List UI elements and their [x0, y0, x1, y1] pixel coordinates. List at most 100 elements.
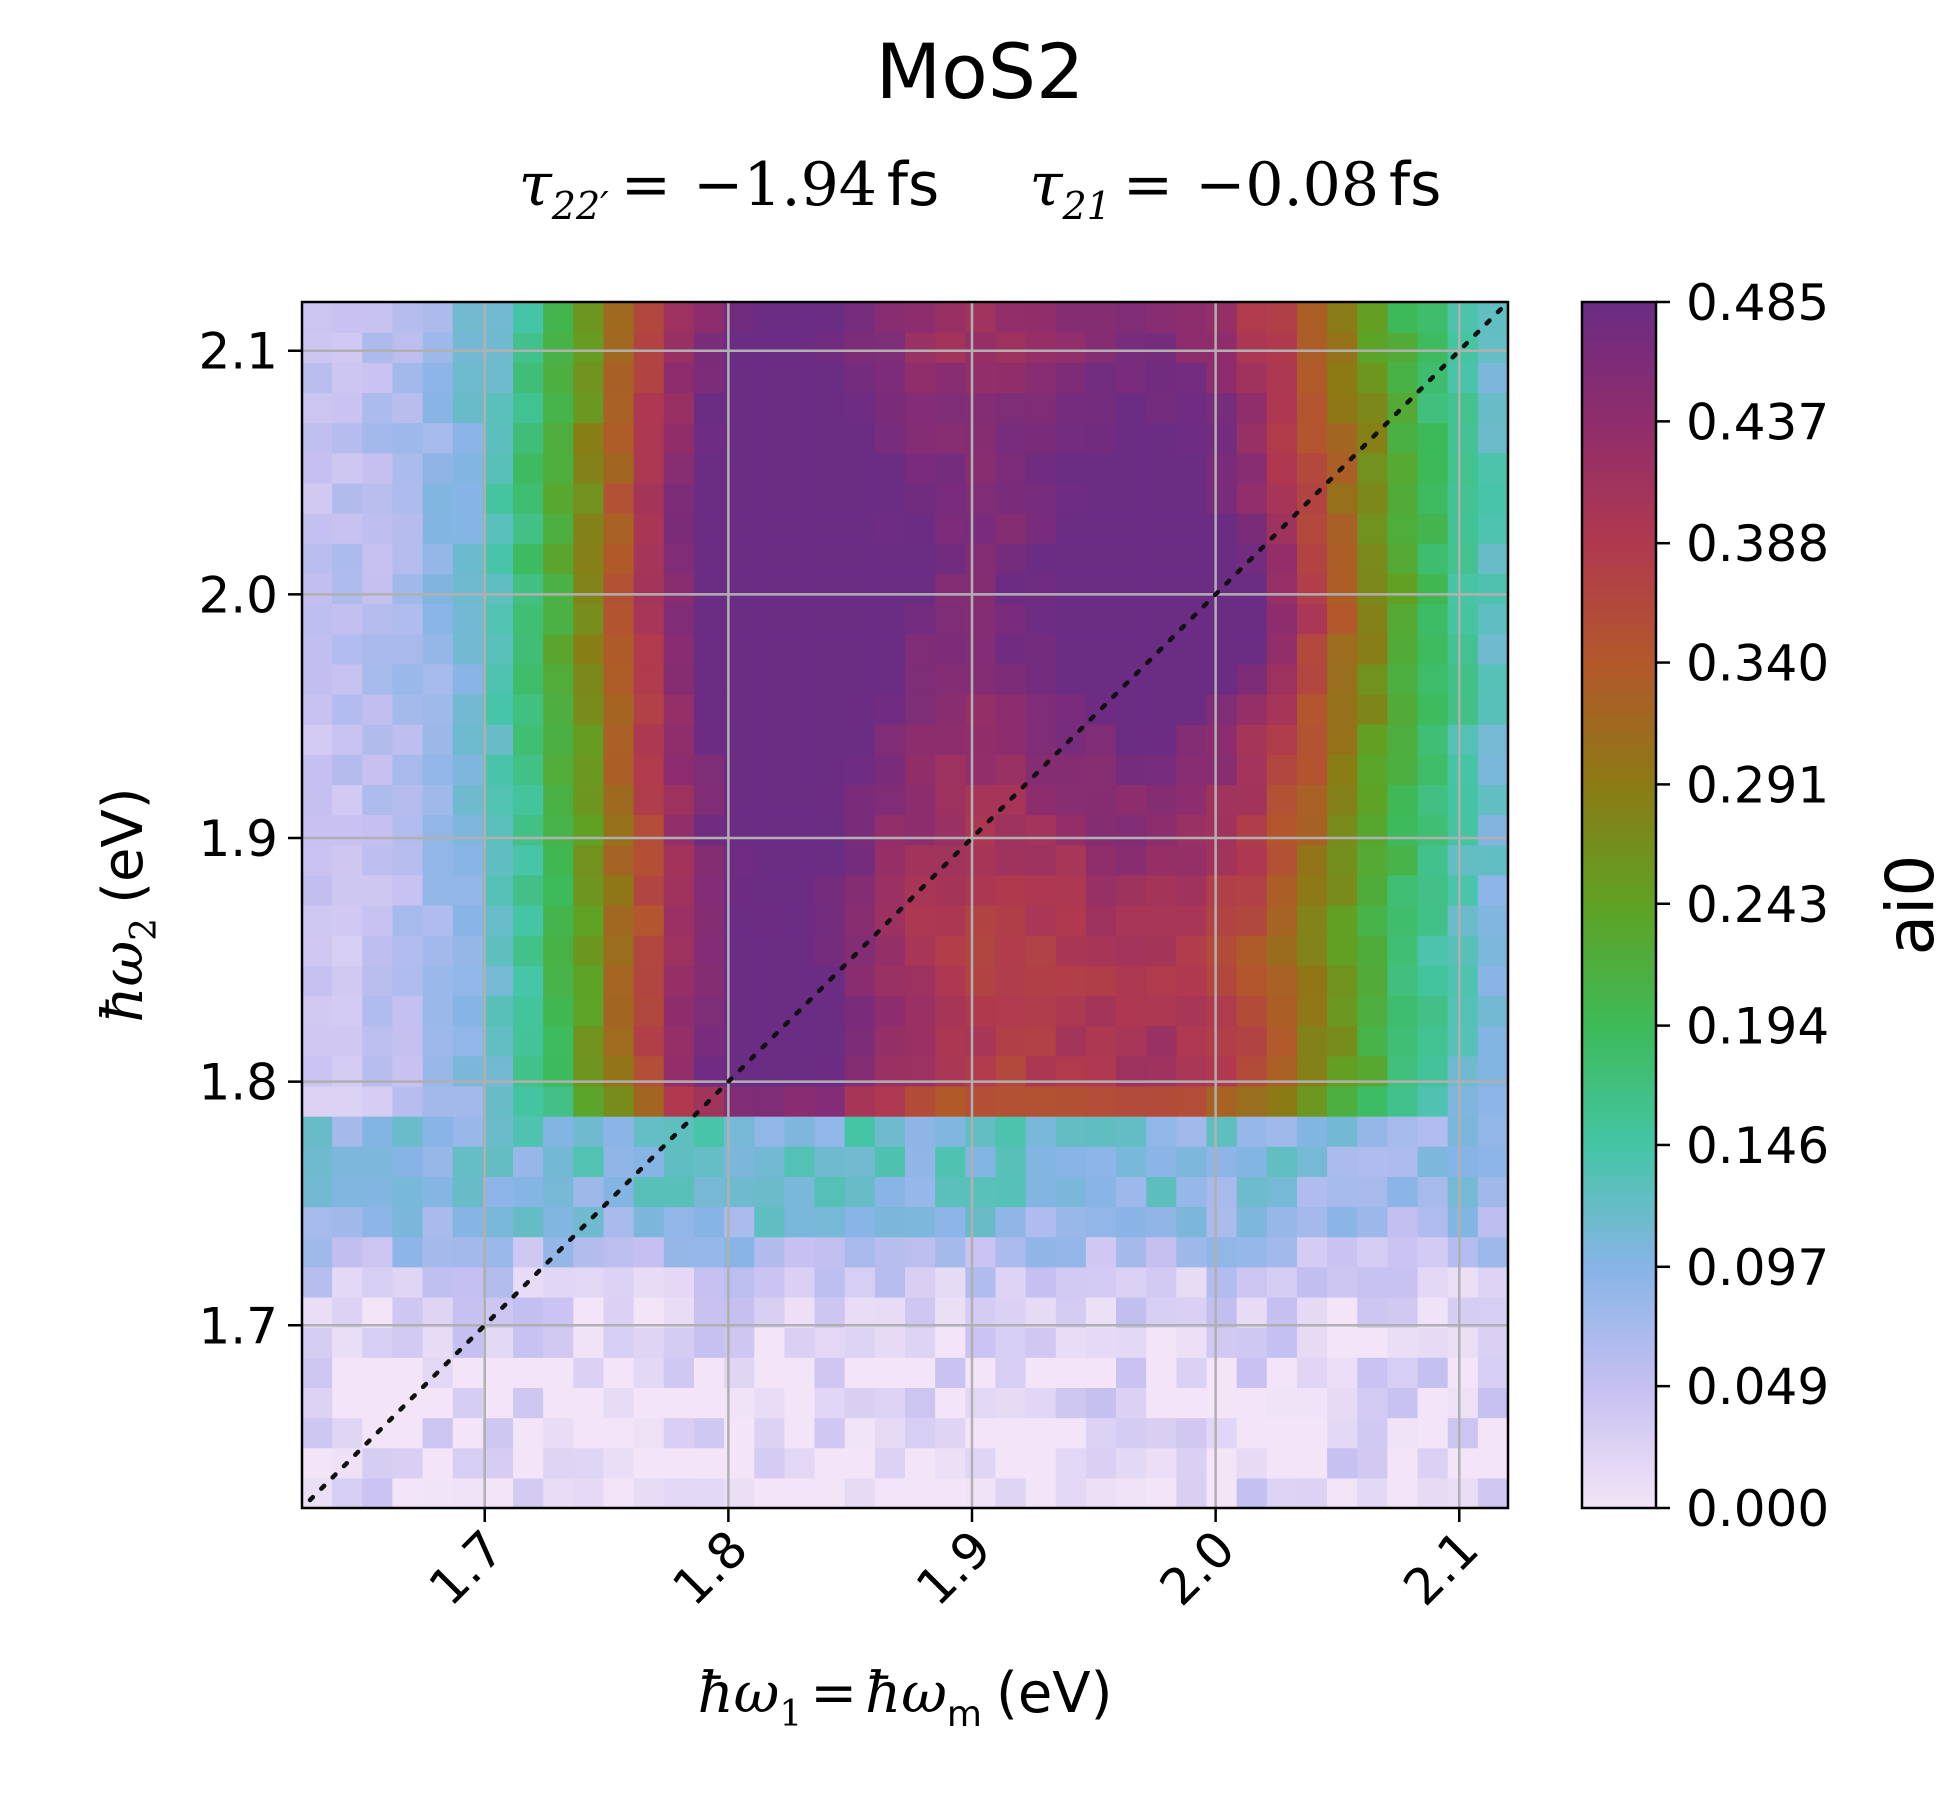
heatmap-cell: [422, 1266, 454, 1298]
heatmap-cell: [965, 603, 997, 635]
heatmap-cell: [1236, 1146, 1268, 1177]
heatmap-cell: [422, 1085, 454, 1117]
heatmap-cell: [1417, 1176, 1449, 1208]
heatmap-cell: [392, 1176, 424, 1208]
heatmap-cell: [874, 663, 906, 695]
heatmap-cell: [754, 1447, 785, 1479]
heatmap-cell: [935, 1327, 966, 1358]
heatmap-cell: [693, 1357, 725, 1388]
heatmap-cell: [1327, 603, 1358, 635]
heatmap-cell: [543, 1266, 574, 1298]
heatmap-cell: [814, 1327, 846, 1358]
heatmap-cell: [362, 513, 394, 544]
heatmap-cell: [1417, 1025, 1449, 1057]
heatmap-cell: [1055, 1176, 1087, 1208]
heatmap-cell: [1387, 1477, 1419, 1508]
heatmap-cell: [1146, 1327, 1177, 1358]
heatmap-cell: [392, 1477, 424, 1508]
heatmap-cell: [1296, 1206, 1328, 1238]
heatmap-cell: [633, 543, 665, 574]
heatmap-cell: [1327, 693, 1358, 725]
heatmap-cell: [1327, 1116, 1358, 1147]
heatmap-cell: [965, 452, 997, 484]
heatmap-cell: [995, 1146, 1027, 1177]
heatmap-cell: [965, 1146, 997, 1177]
heatmap-cell: [332, 1025, 363, 1057]
heatmap-cell: [844, 1206, 876, 1238]
colorbar-label: ai0: [1872, 855, 1949, 956]
heatmap-cell: [905, 905, 936, 936]
heatmap-cell: [1025, 1477, 1057, 1508]
heatmap-cell: [754, 965, 785, 997]
heatmap-cell: [1266, 1206, 1298, 1238]
heatmap-cell: [392, 844, 424, 876]
heatmap-cell: [663, 452, 695, 484]
heatmap-cell: [1357, 784, 1388, 816]
heatmap-cell: [513, 935, 544, 966]
heatmap-cell: [1176, 1116, 1208, 1147]
heatmap-cell: [784, 814, 816, 846]
heatmap-cell: [935, 573, 966, 605]
heatmap-cell: [874, 693, 906, 725]
heatmap-cell: [935, 1357, 966, 1388]
y-tick-label: 2.0: [198, 566, 278, 624]
colorbar-tick-label: 0.049: [1686, 1358, 1829, 1416]
heatmap-cell: [513, 422, 544, 454]
heatmap-cell: [693, 603, 725, 635]
heatmap-cell: [1357, 814, 1388, 846]
heatmap-cell: [693, 814, 725, 846]
heatmap-cell: [995, 603, 1027, 635]
heatmap-cell: [1387, 1296, 1419, 1328]
heatmap-cell: [784, 452, 816, 484]
heatmap-cell: [332, 1116, 363, 1147]
heatmap-cell: [754, 1477, 785, 1508]
heatmap-cell: [693, 362, 725, 394]
heatmap-cell: [1176, 452, 1208, 484]
heatmap-cell: [1116, 452, 1147, 484]
heatmap-cell: [1447, 1146, 1479, 1177]
heatmap-cell: [754, 543, 785, 574]
heatmap-cell: [1296, 392, 1328, 424]
heatmap-cell: [1387, 392, 1419, 424]
heatmap-cell: [513, 995, 544, 1027]
heatmap-cell: [874, 784, 906, 816]
heatmap-cell: [844, 844, 876, 876]
heatmap-cell: [1357, 332, 1388, 363]
heatmap-cell: [1176, 332, 1208, 363]
heatmap-cell: [332, 1327, 363, 1358]
heatmap-cell: [754, 693, 785, 725]
heatmap-cell: [1447, 1387, 1479, 1419]
heatmap-cell: [633, 513, 665, 544]
heatmap-cell: [603, 302, 635, 333]
heatmap-cell: [965, 754, 997, 785]
heatmap-cell: [482, 302, 514, 333]
heatmap-cell: [1146, 302, 1177, 333]
heatmap-cell: [965, 1327, 997, 1358]
heatmap-cell: [332, 452, 363, 484]
heatmap-cell: [1146, 754, 1177, 785]
tau1-subscript: 22′: [551, 184, 609, 228]
heatmap-cell: [633, 1417, 665, 1449]
heatmap-cell: [905, 452, 936, 484]
heatmap-cell: [663, 603, 695, 635]
tau2-subscript: 21: [1062, 184, 1111, 228]
heatmap-cell: [1236, 905, 1268, 936]
heatmap-cell: [302, 663, 333, 695]
heatmap-cell: [422, 302, 454, 333]
heatmap-cell: [1387, 935, 1419, 966]
heatmap-cell: [1266, 784, 1298, 816]
heatmap-cell: [482, 603, 514, 635]
heatmap-cell: [633, 362, 665, 394]
heatmap-cell: [482, 573, 514, 605]
heatmap-cell: [663, 814, 695, 846]
heatmap-cell: [1357, 513, 1388, 544]
x-tick-label: 2.0: [1149, 1519, 1246, 1616]
heatmap-cell: [1055, 905, 1087, 936]
heatmap-cell: [935, 1025, 966, 1057]
heatmap-cell: [573, 1236, 605, 1268]
heatmap-cell: [1387, 1417, 1419, 1449]
heatmap-cell: [482, 1417, 514, 1449]
heatmap-cell: [1085, 663, 1117, 695]
heatmap-cell: [1417, 633, 1449, 665]
heatmap-cell: [935, 482, 966, 514]
